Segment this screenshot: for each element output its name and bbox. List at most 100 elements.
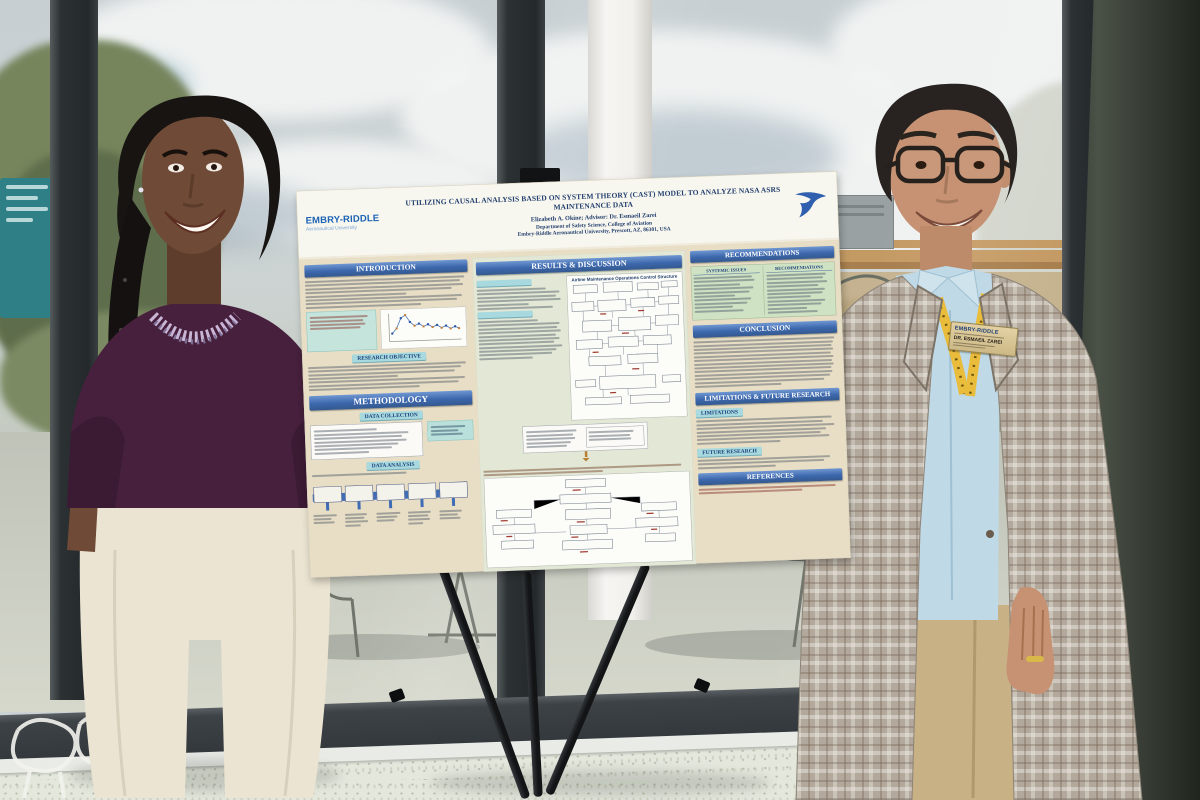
eagle-logo-icon	[794, 192, 827, 218]
recommendations-list	[766, 272, 834, 314]
systemic-issues-header: SYSTEMIC ISSUES	[693, 266, 760, 276]
conclusion-text-placeholder	[693, 336, 839, 389]
results-text-placeholder	[477, 318, 565, 361]
results-list	[476, 276, 567, 424]
ac-unit-vent	[806, 205, 884, 208]
university-logo: EMBRY-RIDDLE Aeronautical University	[305, 213, 395, 232]
recommendations-table: SYSTEMIC ISSUES RECOMMENDATIONS	[690, 261, 837, 321]
text-line-placeholder	[694, 301, 748, 306]
references-text-placeholder	[698, 483, 843, 495]
text-line-placeholder	[408, 521, 424, 525]
section-recommendations: RECOMMENDATIONS	[689, 245, 835, 264]
text-line-placeholder	[345, 524, 361, 527]
decorative-shape	[6, 196, 39, 200]
woman-hair	[117, 95, 281, 268]
poster-left-column: INTRODUCTION RESEARCH OBJECTIVE METHODOL…	[304, 258, 478, 578]
recommendations-col-header: RECOMMENDATIONS	[765, 263, 833, 273]
text-line-placeholder	[588, 437, 632, 442]
text-line-placeholder	[408, 518, 430, 521]
text-line-placeholder	[407, 510, 431, 514]
text-line-placeholder	[310, 326, 361, 331]
shirt-collar	[947, 269, 981, 310]
text-line-placeholder	[313, 521, 335, 525]
text-line-placeholder	[439, 516, 461, 520]
section-data-analysis: DATA ANALYSIS	[366, 460, 420, 471]
decorative-shape	[388, 500, 393, 509]
text-line-placeholder	[477, 305, 554, 311]
mbox-side	[585, 425, 645, 448]
text-line-placeholder	[313, 514, 337, 517]
data-analysis-flowchart	[312, 475, 477, 537]
poster-right-column: RECOMMENDATIONS SYSTEMIC ISSUES RECOMMEN…	[689, 245, 845, 564]
decorative-shape	[6, 185, 48, 189]
text-line-placeholder	[344, 516, 365, 520]
highlight-placeholder	[477, 310, 533, 319]
limitations-subheader: LIMITATIONS	[695, 408, 744, 418]
decorative-shape	[451, 497, 456, 507]
text-line-placeholder	[430, 429, 459, 433]
text-line-placeholder	[767, 309, 818, 314]
results-text-placeholder	[476, 287, 564, 311]
decorative-shape	[376, 483, 405, 501]
beaded-neckline	[149, 312, 241, 343]
decorative-shape	[325, 502, 330, 511]
objective-text-placeholder	[307, 361, 472, 392]
text-line-placeholder	[479, 351, 553, 357]
text-line-placeholder	[314, 450, 370, 455]
limitations-text-placeholder	[696, 415, 841, 445]
text-line-placeholder	[693, 290, 750, 295]
flow-label	[344, 511, 372, 528]
text-line-placeholder	[376, 511, 401, 515]
decorative-shape	[6, 218, 33, 222]
highlight-placeholder	[476, 278, 532, 287]
text-line-placeholder	[526, 444, 567, 449]
research-poster: EMBRY-RIDDLE Aeronautical University UTI…	[296, 171, 851, 578]
future-research-text-placeholder	[697, 455, 842, 470]
systemic-issues-list	[693, 275, 760, 313]
text-line-placeholder	[344, 512, 368, 516]
ring	[1026, 656, 1044, 662]
window-bracket	[520, 168, 560, 183]
control-structure-diagram: Airline Maintenance Operations Control S…	[566, 271, 688, 421]
text-line-placeholder	[345, 520, 369, 524]
text-line-placeholder	[694, 305, 733, 310]
text-line-placeholder	[439, 509, 462, 513]
text-line-placeholder	[479, 356, 533, 361]
text-line-placeholder	[696, 439, 781, 445]
teal-sign	[0, 178, 54, 318]
text-line-placeholder	[767, 302, 822, 307]
decorative-shape	[357, 501, 361, 510]
woman-top	[67, 304, 343, 508]
text-line-placeholder	[430, 432, 464, 436]
section-data-collection: DATA COLLECTION	[359, 410, 423, 421]
decorative-shape	[439, 481, 468, 499]
decorative-shape	[582, 458, 590, 466]
woman-smile	[164, 209, 226, 234]
mental-model-box	[522, 421, 649, 454]
text-line-placeholder	[766, 291, 823, 296]
flow-label	[313, 512, 339, 526]
text-line-placeholder	[430, 425, 466, 429]
text-line-placeholder	[693, 278, 755, 284]
poster-middle-column: RESULTS & DISCUSSION Airline Maintenance…	[472, 250, 697, 572]
text-line-placeholder	[311, 471, 407, 478]
section-research-objective: RESEARCH OBJECTIVE	[352, 351, 427, 363]
section-references: REFERENCES	[698, 467, 843, 486]
text-line-placeholder	[439, 513, 459, 516]
flow-label	[407, 509, 435, 526]
woman-pants	[79, 505, 331, 798]
flow-label	[376, 510, 402, 524]
data-callout	[427, 419, 474, 442]
intro-mini-chart	[379, 306, 468, 350]
blazer-lapel	[902, 284, 944, 393]
decorative-shape	[584, 451, 588, 458]
man-smile	[915, 209, 983, 230]
stats-note-box	[305, 309, 378, 353]
decorative-shape	[6, 207, 48, 211]
decorative-shape	[313, 486, 342, 504]
decorative-shape	[344, 484, 374, 502]
text-line-placeholder	[376, 515, 398, 519]
pavilion-beam	[630, 262, 1110, 269]
man-hair	[875, 83, 1018, 204]
